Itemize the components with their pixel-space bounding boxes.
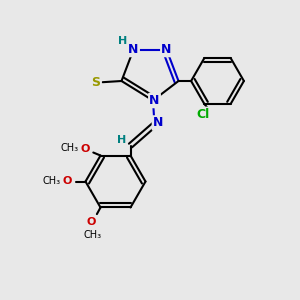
Text: H: H	[118, 36, 127, 46]
Text: N: N	[161, 43, 172, 56]
Text: O: O	[87, 218, 96, 227]
Text: O: O	[80, 144, 90, 154]
Text: CH₃: CH₃	[42, 176, 60, 187]
Text: CH₃: CH₃	[83, 230, 101, 240]
Text: H: H	[118, 135, 127, 145]
Text: Cl: Cl	[196, 108, 209, 121]
Text: S: S	[92, 76, 100, 89]
Text: CH₃: CH₃	[60, 143, 78, 153]
Text: N: N	[149, 94, 160, 107]
Text: N: N	[153, 116, 163, 130]
Text: O: O	[62, 176, 72, 187]
Text: N: N	[128, 43, 139, 56]
